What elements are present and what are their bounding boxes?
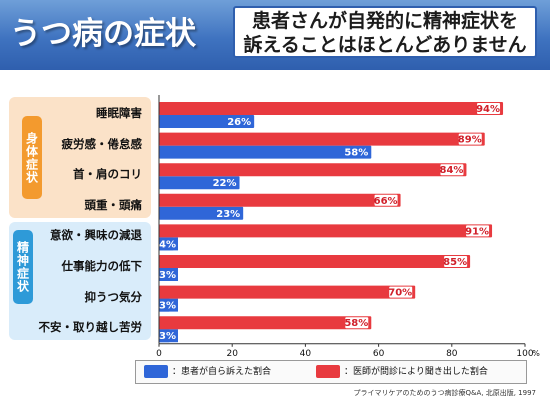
source-citation: プライマリケアのためのうつ病診療Q&A, 北原出版, 1997	[353, 389, 536, 397]
callout-box: 患者さんが自発的に精神症状を 訴えることはほとんどありません	[233, 6, 537, 58]
data-label-patient: 22%	[213, 178, 237, 189]
bar-doctor	[159, 285, 416, 299]
data-label-patient: 58%	[344, 148, 368, 159]
category-label: 疲労感・倦怠感	[61, 136, 143, 151]
data-label-doctor: 85%	[443, 257, 467, 268]
data-label-doctor: 89%	[458, 135, 482, 146]
category-label: 頭重・頭痛	[84, 197, 143, 212]
x-tick-label: 100	[516, 349, 533, 359]
bar-doctor	[159, 255, 471, 268]
data-label-bg	[159, 268, 178, 281]
data-label-patient: 3%	[159, 270, 176, 281]
legend-swatch-patient	[144, 365, 168, 378]
data-label-bg	[159, 329, 178, 343]
data-label-patient: 3%	[159, 301, 176, 312]
x-tick-label: 60	[373, 349, 385, 359]
data-label-doctor: 94%	[476, 104, 500, 115]
legend-label-doctor: ：医師が問診により聞き出した割合	[344, 367, 488, 377]
mental-symptoms-tag: 精神症状	[13, 230, 33, 304]
data-label-doctor: 91%	[465, 226, 489, 237]
x-unit-label: %	[532, 349, 540, 358]
data-label-patient: 3%	[159, 331, 176, 342]
data-label-doctor: 70%	[388, 288, 412, 299]
callout-line-1: 患者さんが自発的に精神症状を	[251, 10, 518, 32]
category-label: 不安・取り越し苦労	[38, 320, 143, 335]
data-label-bg	[345, 317, 369, 329]
data-label-doctor: 84%	[440, 165, 464, 176]
data-label-doctor: 58%	[344, 318, 368, 329]
x-tick-label: 40	[300, 349, 312, 359]
data-label-bg	[159, 237, 178, 251]
x-tick-label: 0	[156, 349, 162, 359]
data-label-bg	[444, 256, 468, 267]
bar-patient	[159, 176, 240, 190]
bar-doctor	[159, 163, 467, 177]
bar-patient	[159, 115, 255, 128]
legend-label-patient: ：患者が自ら訴えた割合	[172, 367, 272, 377]
x-tick-label: 20	[226, 349, 238, 359]
data-label-bg	[389, 286, 413, 298]
category-label: 意欲・興味の減退	[50, 228, 142, 243]
data-label-bg	[458, 133, 482, 145]
category-label: 睡眠障害	[96, 106, 142, 120]
data-label-bg	[159, 298, 178, 312]
bar-patient	[159, 206, 244, 220]
callout-line-2: 訴えることはほとんどありません	[243, 34, 527, 56]
bar-doctor	[159, 193, 401, 207]
data-label-patient: 23%	[216, 209, 240, 220]
legend-swatch-doctor	[316, 365, 340, 378]
legend: ：患者が自ら訴えた割合 ：医師が問診により聞き出した割合	[135, 360, 527, 384]
bar-patient	[159, 145, 372, 159]
x-tick-label: 80	[446, 349, 458, 359]
data-label-bg	[477, 103, 501, 114]
page-title: うつ病の症状	[10, 16, 196, 52]
category-label: 抑うつ気分	[84, 289, 143, 304]
bar-doctor	[159, 224, 493, 238]
bar-doctor	[159, 102, 504, 115]
data-label-bg	[440, 164, 464, 176]
category-label: 仕事能力の低下	[61, 259, 143, 273]
category-label: 首・肩のコリ	[73, 167, 142, 182]
data-label-doctor: 66%	[374, 196, 398, 207]
legend-item-patient: ：患者が自ら訴えた割合	[144, 365, 271, 379]
legend-item-doctor: ：医師が問診により聞き出した割合	[316, 365, 488, 379]
data-label-bg	[374, 194, 398, 206]
data-label-bg	[466, 225, 490, 237]
data-label-patient: 26%	[227, 117, 251, 128]
bar-doctor	[159, 132, 485, 146]
physical-symptoms-tag: 身体症状	[22, 116, 42, 199]
data-label-patient: 4%	[159, 239, 176, 250]
bar-doctor	[159, 316, 372, 330]
